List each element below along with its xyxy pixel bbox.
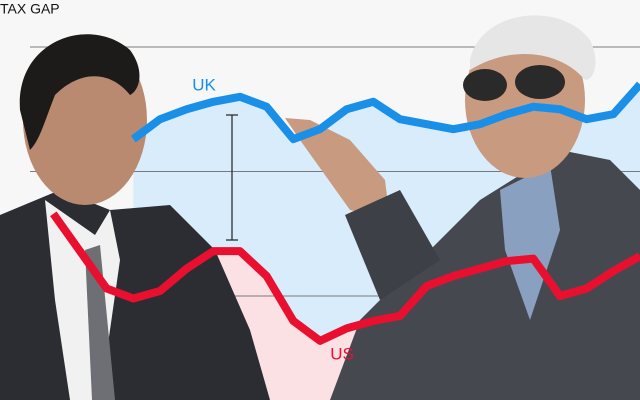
series-label: UK [192,75,216,94]
series-line [50,211,640,345]
left-figure [0,34,270,400]
chart-title: TAX GAP [0,1,60,17]
lines [50,81,640,345]
series-line [130,81,640,144]
right-figure [285,15,640,400]
series-label: US [330,344,354,363]
